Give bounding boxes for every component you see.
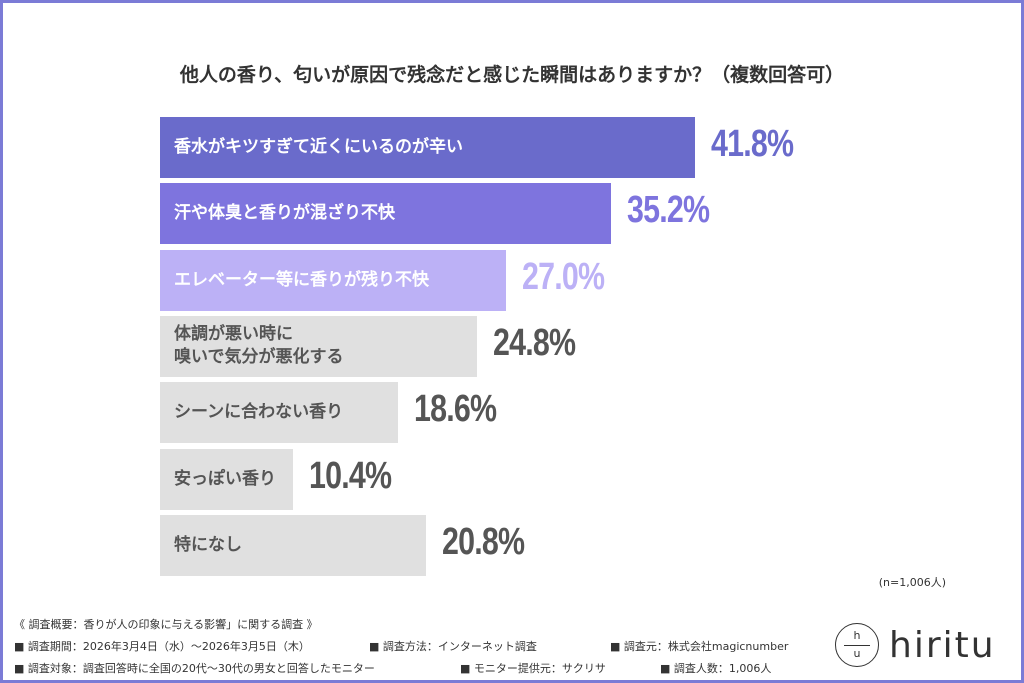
value-label: 20.8% <box>442 520 525 563</box>
bar-label: 特になし <box>174 534 242 555</box>
logo-mark-top: h <box>853 629 861 643</box>
survey-source: ■ 調査元：株式会社magicnumber <box>610 640 789 653</box>
chart-title: 他人の香り、匂いが原因で残念だと感じた瞬間はありますか？（複数回答可） <box>179 64 845 86</box>
survey-heading: 《 調査概要：香りが人の印象に与える影響」に関する調査 》 <box>14 618 318 631</box>
survey-period: ■ 調査期間：2026年3月4日（水）～2026年3月5日（木） <box>14 640 310 653</box>
bar: シーンに合わない香り <box>160 382 399 444</box>
hiritu-logo: h u hiritu <box>835 623 996 667</box>
logo-mark: h u <box>835 623 879 667</box>
bar-label: 安っぽい香り <box>174 468 276 489</box>
value-label: 35.2% <box>626 189 710 232</box>
bar: 体調が悪い時に 嗅いで気分が悪化する <box>160 315 478 377</box>
survey-row-1: ■ 調査期間：2026年3月4日（水）～2026年3月5日（木） ■ 調査方法：… <box>14 638 814 653</box>
bar-label: エレベーター等に香りが残り不快 <box>174 269 429 290</box>
bar-label: シーンに合わない香り <box>174 402 344 423</box>
bar: 汗や体臭と香りが混ざり不快 <box>160 183 611 245</box>
value-label: 27.0% <box>521 255 605 298</box>
bar-label: 香水がキツすぎて近くにいるのが辛い <box>174 137 463 158</box>
bar: 香水がキツすぎて近くにいるのが辛い <box>160 117 696 178</box>
value-label: 18.6% <box>414 388 497 431</box>
value-label: 10.4% <box>309 454 392 497</box>
value-label: 24.8% <box>493 321 576 364</box>
bar-label: 体調が悪い時に 嗅いで気分が悪化する <box>174 324 344 368</box>
value-label: 41.8% <box>711 123 794 165</box>
survey-target: ■ 調査対象：調査回答時に全国の20代～30代の男女と回答したモニター <box>14 662 375 675</box>
bar-label: 汗や体臭と香りが混ざり不快 <box>174 203 395 224</box>
bar: 安っぽい香り <box>160 448 294 510</box>
bar: エレベーター等に香りが残り不快 <box>160 249 506 311</box>
survey-provider: ■ モニター提供元：サクリサ <box>460 662 606 675</box>
sample-size-note: (n=1,006人) <box>878 576 946 589</box>
survey-row-2: ■ 調査対象：調査回答時に全国の20代～30代の男女と回答したモニター ■ モニ… <box>14 660 814 675</box>
survey-count: ■ 調査人数：1,006人 <box>660 662 772 675</box>
survey-method: ■ 調査方法：インターネット調査 <box>369 640 537 653</box>
bar: 特になし <box>160 514 427 576</box>
logo-text: hiritu <box>889 624 996 666</box>
logo-mark-bottom: u <box>853 646 861 660</box>
